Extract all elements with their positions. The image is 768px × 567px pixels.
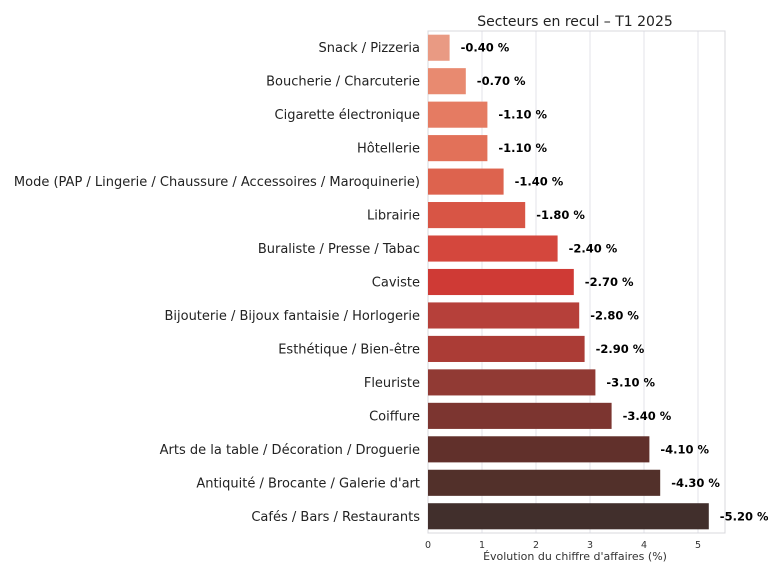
category-label: Arts de la table / Décoration / Drogueri… bbox=[160, 443, 420, 458]
bar bbox=[428, 470, 660, 496]
bar bbox=[428, 269, 574, 295]
category-label: Coiffure bbox=[369, 409, 420, 424]
value-label: -0.40 % bbox=[461, 41, 510, 55]
bar bbox=[428, 235, 558, 261]
category-label: Caviste bbox=[372, 276, 420, 291]
value-label: -1.10 % bbox=[498, 108, 547, 122]
value-label: -4.10 % bbox=[660, 442, 709, 456]
value-label: -3.10 % bbox=[606, 375, 655, 389]
value-label: -4.30 % bbox=[671, 476, 720, 490]
category-label: Cigarette électronique bbox=[275, 108, 421, 123]
category-label: Esthétique / Bien-être bbox=[278, 342, 420, 357]
bar bbox=[428, 336, 585, 362]
value-label: -5.20 % bbox=[720, 509, 768, 523]
value-label: -2.80 % bbox=[590, 308, 639, 322]
category-label: Fleuriste bbox=[364, 376, 420, 391]
bar bbox=[428, 68, 466, 94]
category-label: Hôtellerie bbox=[357, 142, 420, 157]
category-label: Boucherie / Charcuterie bbox=[266, 75, 420, 90]
x-axis-label: Évolution du chiffre d'affaires (%) bbox=[483, 550, 667, 563]
x-tick-label: 0 bbox=[425, 540, 431, 551]
value-label: -1.10 % bbox=[498, 141, 547, 155]
bar bbox=[428, 169, 504, 195]
category-label: Cafés / Bars / Restaurants bbox=[251, 510, 420, 525]
bar bbox=[428, 302, 579, 328]
category-label: Mode (PAP / Lingerie / Chaussure / Acces… bbox=[14, 175, 420, 190]
value-label: -2.40 % bbox=[569, 242, 618, 256]
category-label: Buraliste / Presse / Tabac bbox=[258, 242, 420, 257]
category-label: Librairie bbox=[367, 209, 420, 224]
bar bbox=[428, 202, 525, 228]
bar bbox=[428, 369, 595, 395]
bar bbox=[428, 503, 709, 529]
chart-title: Secteurs en recul – T1 2025 bbox=[477, 14, 673, 30]
value-label: -2.90 % bbox=[596, 342, 645, 356]
category-label: Snack / Pizzeria bbox=[318, 41, 420, 56]
category-label: Bijouterie / Bijoux fantaisie / Horloger… bbox=[164, 309, 420, 324]
bar bbox=[428, 403, 612, 429]
value-label: -0.70 % bbox=[477, 74, 526, 88]
value-label: -1.80 % bbox=[536, 208, 585, 222]
value-label: -2.70 % bbox=[585, 275, 634, 289]
bar bbox=[428, 102, 487, 128]
value-label: -1.40 % bbox=[515, 175, 564, 189]
bar bbox=[428, 135, 487, 161]
x-tick-label: 5 bbox=[695, 540, 701, 551]
value-label: -3.40 % bbox=[623, 409, 672, 423]
bar bbox=[428, 436, 649, 462]
category-labels: Snack / Pizzeria Boucherie / Charcuterie C… bbox=[14, 41, 420, 525]
bar bbox=[428, 35, 450, 61]
category-label: Antiquité / Brocante / Galerie d'art bbox=[196, 476, 420, 491]
